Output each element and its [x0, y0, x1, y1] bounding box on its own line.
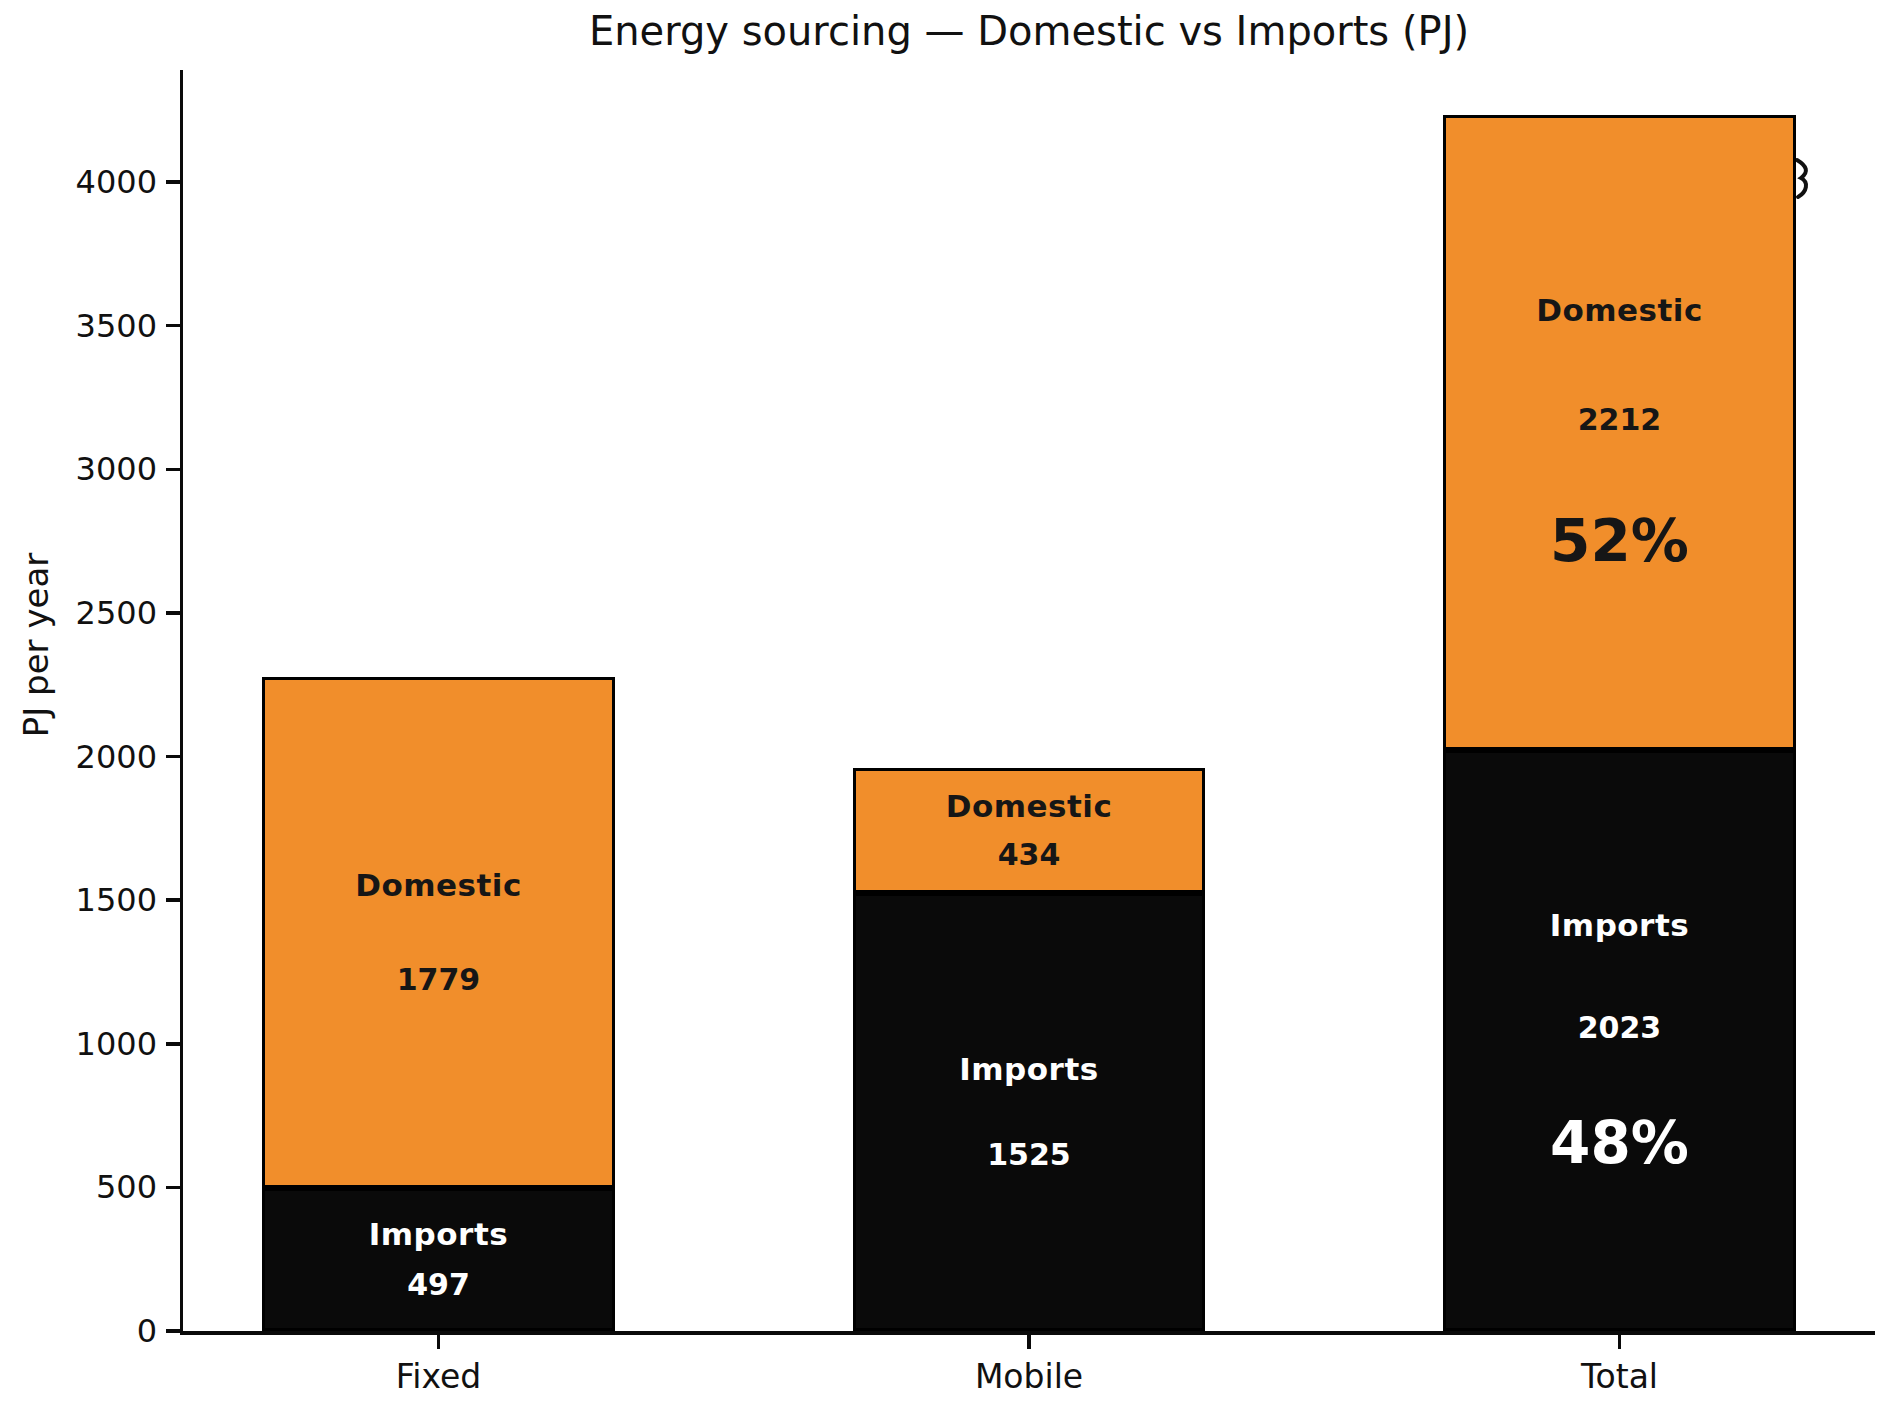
- y-tick-label: 0: [137, 1315, 157, 1347]
- y-tick-mark: [166, 1329, 180, 1333]
- chart-title: Energy sourcing — Domestic vs Imports (P…: [183, 8, 1875, 54]
- x-tick-mark: [1027, 1335, 1031, 1349]
- segment-mobile-imports: Imports 1525: [853, 893, 1206, 1331]
- y-tick-label: 4000: [76, 166, 157, 198]
- segment-fixed-domestic: Domestic 1779: [262, 677, 615, 1188]
- y-tick-mark: [166, 324, 180, 328]
- y-tick-label: 500: [96, 1171, 157, 1203]
- y-tick-mark: [166, 1186, 180, 1190]
- segment-series-label: Domestic: [1536, 294, 1703, 327]
- y-tick-label: 2500: [76, 597, 157, 629]
- x-tick-mark: [437, 1335, 441, 1349]
- y-tick-mark: [166, 898, 180, 902]
- segment-percent: 48%: [1550, 1114, 1689, 1172]
- figure: Energy sourcing — Domestic vs Imports (P…: [0, 0, 1897, 1416]
- segment-total-imports: Imports 2023 48%: [1443, 750, 1796, 1331]
- y-tick-label: 1000: [76, 1028, 157, 1060]
- x-tick-label-mobile: Mobile: [975, 1357, 1083, 1396]
- segment-value: 434: [998, 839, 1061, 871]
- segment-percent: 52%: [1550, 512, 1689, 570]
- plot-area: 05001000150020002500300035004000FixedImp…: [183, 70, 1875, 1331]
- segment-series-label: Domestic: [946, 790, 1113, 823]
- y-tick-mark: [166, 611, 180, 615]
- segment-series-label: Imports: [369, 1218, 508, 1251]
- segment-fixed-imports: Imports 497: [262, 1188, 615, 1331]
- segment-value: 497: [407, 1269, 470, 1301]
- y-axis-label: PJ per year: [16, 553, 56, 737]
- y-tick-label: 3000: [76, 453, 157, 485]
- segment-value: 1525: [987, 1139, 1071, 1171]
- y-tick-mark: [166, 468, 180, 472]
- y-tick-mark: [166, 755, 180, 759]
- segment-series-label: Imports: [959, 1053, 1098, 1086]
- y-axis-spine: [180, 70, 184, 1335]
- segment-series-label: Imports: [1550, 909, 1689, 942]
- y-tick-mark: [166, 1042, 180, 1046]
- x-tick-label-total: Total: [1581, 1357, 1658, 1396]
- stacked-bar-mobile: Imports 1525 Domestic 434: [853, 70, 1206, 1331]
- y-tick-label: 2000: [76, 741, 157, 773]
- stacked-bar-fixed: Imports 497 Domestic 1779: [262, 70, 615, 1331]
- segment-value: 1779: [397, 964, 481, 996]
- stacked-bar-total: Imports 2023 48% Domestic 2212 52%: [1443, 70, 1796, 1331]
- y-tick-mark: [166, 180, 180, 184]
- segment-total-domestic: Domestic 2212 52%: [1443, 115, 1796, 750]
- x-tick-mark: [1618, 1335, 1622, 1349]
- segment-value: 2023: [1578, 1012, 1662, 1044]
- y-tick-label: 1500: [76, 884, 157, 916]
- segment-value: 2212: [1578, 404, 1662, 436]
- y-tick-label: 3500: [76, 310, 157, 342]
- x-tick-label-fixed: Fixed: [396, 1357, 482, 1396]
- segment-mobile-domestic: Domestic 434: [853, 768, 1206, 893]
- segment-series-label: Domestic: [355, 869, 522, 902]
